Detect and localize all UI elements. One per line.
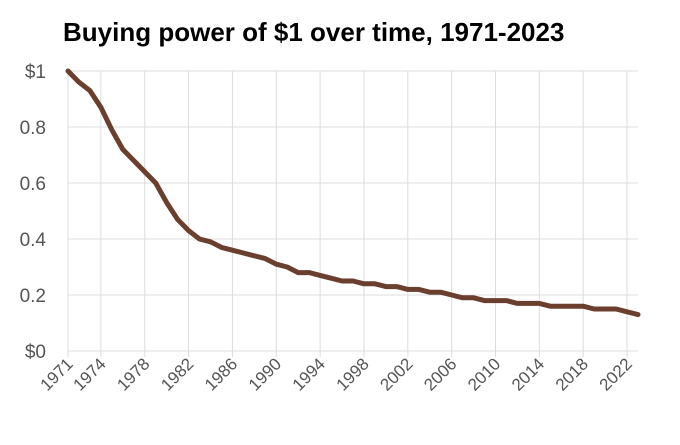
x-tick-label: 1998 xyxy=(333,354,373,394)
y-tick-label: 0.2 xyxy=(20,286,46,307)
chart-grid xyxy=(67,70,638,357)
y-tick-label: 0.6 xyxy=(20,174,46,195)
x-tick-label: 1974 xyxy=(70,354,110,394)
x-tick-label: 2010 xyxy=(464,354,504,394)
x-tick-label: 1986 xyxy=(201,354,241,394)
x-tick-label: 2022 xyxy=(596,354,636,394)
x-tick-label: 2006 xyxy=(420,354,460,394)
y-tick-label: 0.8 xyxy=(20,118,46,139)
x-tick-label: 1982 xyxy=(157,354,197,394)
x-tick-label: 1994 xyxy=(289,354,329,394)
x-tick-label: 1978 xyxy=(113,354,153,394)
y-tick-label: $1 xyxy=(25,62,46,83)
y-tick-label: $0 xyxy=(25,342,46,363)
x-tick-label: 2018 xyxy=(552,354,592,394)
buying-power-line xyxy=(65,68,641,318)
x-tick-label: 2014 xyxy=(508,354,548,394)
x-tick-label: 1990 xyxy=(245,354,285,394)
chart-title: Buying power of $1 over time, 1971-2023 xyxy=(63,17,565,47)
y-tick-label: 0.4 xyxy=(20,230,47,251)
x-tick-label: 2002 xyxy=(376,354,416,394)
